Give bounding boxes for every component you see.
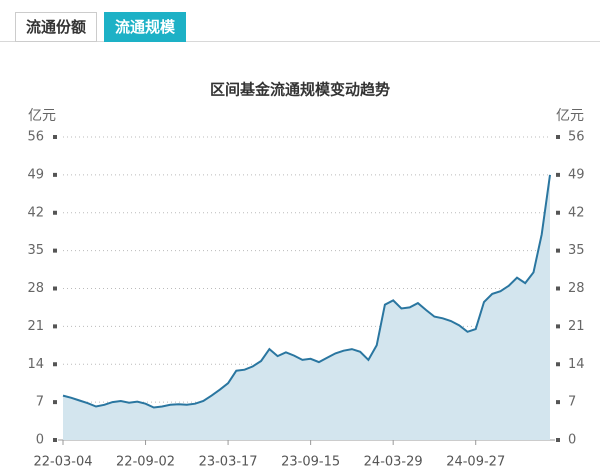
y2-tick: [556, 172, 560, 177]
y-tick: [53, 438, 57, 442]
area: [63, 174, 550, 440]
tab[interactable]: 流通份额: [15, 12, 98, 42]
y2-tick: [556, 286, 560, 291]
y-tick: [53, 400, 57, 405]
y-tick-label: 56: [27, 130, 44, 145]
tab-bar: 流通份额 流通规模: [0, 0, 600, 42]
y2-tick-label: 42: [568, 205, 585, 220]
y2-tick: [556, 400, 560, 405]
y2-axis-label: 亿元: [556, 108, 584, 124]
y2-tick-label: 28: [568, 281, 585, 296]
y-tick-label: 49: [27, 167, 44, 182]
y2-tick: [556, 248, 560, 253]
y-tick: [53, 248, 57, 253]
y-tick: [53, 135, 57, 139]
y-tick: [53, 286, 57, 291]
y-tick-label: 35: [27, 243, 44, 258]
y2-tick: [556, 324, 560, 329]
x-tick-label: 23-09-15: [281, 455, 340, 470]
y2-tick-label: 0: [568, 433, 576, 448]
y-axis-label: 亿元: [28, 108, 56, 124]
x-tick-label: 23-03-17: [199, 455, 258, 470]
y-tick-label: 21: [27, 319, 44, 334]
y-tick-label: 28: [27, 281, 44, 296]
y2-tick: [556, 135, 560, 139]
y-tick-label: 7: [36, 395, 44, 410]
y2-tick: [556, 362, 560, 367]
y2-tick: [556, 210, 560, 215]
y2-tick-label: 49: [568, 167, 585, 182]
line: [62, 174, 551, 409]
x-tick-label: 24-03-29: [364, 455, 423, 470]
x-tick-label: 24-09-27: [446, 455, 505, 470]
x-tick-label: 22-09-02: [116, 455, 175, 470]
y2-tick: [556, 438, 560, 442]
y-tick-label: 0: [36, 433, 44, 448]
y2-tick-label: 56: [568, 130, 585, 145]
y-tick-label: 42: [27, 205, 44, 220]
y-tick: [53, 362, 57, 367]
x-tick-label: 22-03-04: [33, 455, 92, 470]
y-tick: [53, 210, 57, 215]
chart-title: 区间基金流通规模变动趋势: [210, 81, 390, 99]
y2-tick-label: 21: [568, 319, 585, 334]
y-tick: [53, 324, 57, 329]
y2-tick-label: 7: [568, 395, 576, 410]
tab[interactable]: 流通规模: [104, 12, 187, 42]
y-tick: [53, 172, 57, 177]
y2-tick-label: 14: [568, 357, 585, 372]
y-tick-label: 14: [27, 357, 44, 372]
y2-tick-label: 35: [568, 243, 585, 258]
